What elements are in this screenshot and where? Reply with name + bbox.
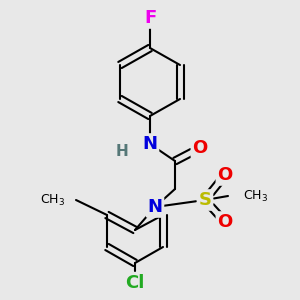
Text: Cl: Cl bbox=[125, 274, 145, 292]
Text: O: O bbox=[192, 139, 208, 157]
Text: O: O bbox=[218, 166, 232, 184]
Text: S: S bbox=[199, 191, 212, 209]
Text: N: N bbox=[148, 198, 163, 216]
Text: CH$_3$: CH$_3$ bbox=[243, 188, 268, 203]
Text: CH$_3$: CH$_3$ bbox=[40, 193, 65, 208]
Text: O: O bbox=[218, 213, 232, 231]
Text: N: N bbox=[142, 135, 158, 153]
Text: F: F bbox=[144, 9, 156, 27]
Text: H: H bbox=[116, 143, 128, 158]
